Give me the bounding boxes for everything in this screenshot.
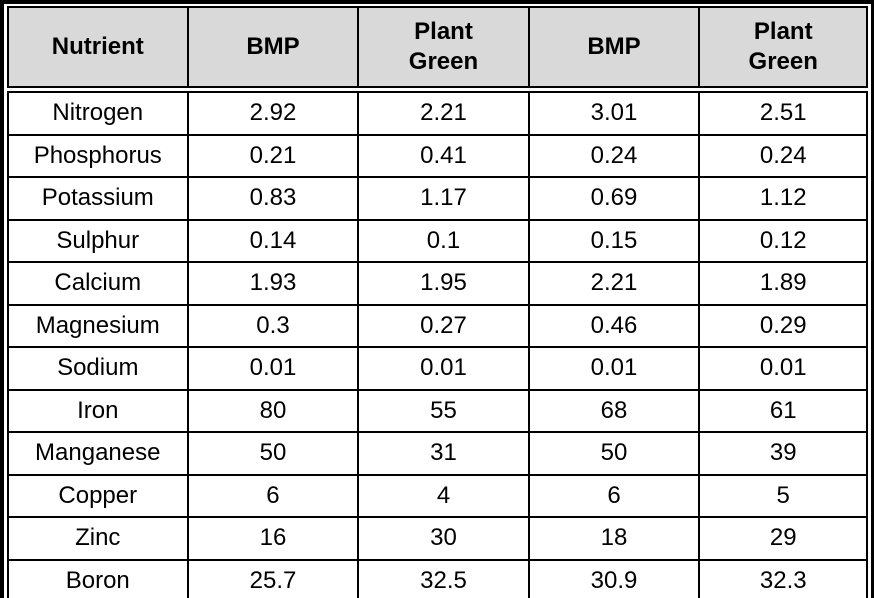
value-cell: 3.01 — [527, 88, 701, 136]
value-cell: 30 — [357, 516, 530, 561]
value-cell: 0.21 — [186, 133, 360, 178]
value-cell: 4 — [357, 473, 530, 518]
nutrient-cell: Nitrogen — [7, 88, 189, 136]
nutrient-cell: Sulphur — [7, 218, 189, 263]
value-cell: 0.01 — [357, 346, 530, 391]
value-cell: 55 — [357, 388, 530, 433]
table-row: Zinc 16 30 18 29 — [7, 516, 868, 561]
table-row: Potassium 0.83 1.17 0.69 1.12 — [7, 176, 868, 221]
value-cell: 0.14 — [186, 218, 360, 263]
nutrient-cell: Iron — [7, 388, 189, 433]
value-cell: 31 — [357, 431, 530, 476]
value-cell: 18 — [527, 516, 701, 561]
value-cell: 32.3 — [698, 558, 868, 598]
value-cell: 0.24 — [698, 133, 868, 178]
value-cell: 0.01 — [186, 346, 360, 391]
value-cell: 32.5 — [357, 558, 530, 598]
nutrient-cell: Magnesium — [7, 303, 189, 348]
value-cell: 16 — [186, 516, 360, 561]
table-row: Manganese 50 31 50 39 — [7, 431, 868, 476]
value-cell: 0.29 — [698, 303, 868, 348]
nutrient-cell: Sodium — [7, 346, 189, 391]
table-row: Magnesium 0.3 0.27 0.46 0.29 — [7, 303, 868, 348]
table-row: Copper 6 4 6 5 — [7, 473, 868, 518]
table-row: Sulphur 0.14 0.1 0.15 0.12 — [7, 218, 868, 263]
value-cell: 1.95 — [357, 261, 530, 306]
col-header-nutrient: Nutrient — [7, 6, 189, 93]
nutrient-cell: Potassium — [7, 176, 189, 221]
value-cell: 2.92 — [186, 88, 360, 136]
value-cell: 1.93 — [186, 261, 360, 306]
nutrient-data-table: Nutrient BMP Plant Green BMP Plant Green… — [7, 6, 868, 598]
header-row: Nutrient BMP Plant Green BMP Plant Green — [7, 6, 868, 93]
value-cell: 68 — [527, 388, 701, 433]
value-cell: 0.12 — [698, 218, 868, 263]
value-cell: 29 — [698, 516, 868, 561]
nutrient-cell: Copper — [7, 473, 189, 518]
table-row: Iron 80 55 68 61 — [7, 388, 868, 433]
value-cell: 0.69 — [527, 176, 701, 221]
value-cell: 80 — [186, 388, 360, 433]
nutrient-cell: Phosphorus — [7, 133, 189, 178]
table-row: Sodium 0.01 0.01 0.01 0.01 — [7, 346, 868, 391]
value-cell: 6 — [527, 473, 701, 518]
value-cell: 25.7 — [186, 558, 360, 598]
value-cell: 1.17 — [357, 176, 530, 221]
table-row: Nitrogen 2.92 2.21 3.01 2.51 — [7, 88, 868, 136]
value-cell: 0.01 — [527, 346, 701, 391]
value-cell: 0.46 — [527, 303, 701, 348]
value-cell: 5 — [698, 473, 868, 518]
value-cell: 0.41 — [357, 133, 530, 178]
value-cell: 2.21 — [527, 261, 701, 306]
value-cell: 50 — [186, 431, 360, 476]
col-header-plant-green-2: Plant Green — [698, 6, 868, 93]
value-cell: 39 — [698, 431, 868, 476]
nutrient-cell: Calcium — [7, 261, 189, 306]
value-cell: 61 — [698, 388, 868, 433]
col-header-bmp-1: BMP — [186, 6, 360, 93]
value-cell: 2.51 — [698, 88, 868, 136]
value-cell: 6 — [186, 473, 360, 518]
value-cell: 0.24 — [527, 133, 701, 178]
table-row: Phosphorus 0.21 0.41 0.24 0.24 — [7, 133, 868, 178]
value-cell: 50 — [527, 431, 701, 476]
value-cell: 0.1 — [357, 218, 530, 263]
value-cell: 1.89 — [698, 261, 868, 306]
value-cell: 0.27 — [357, 303, 530, 348]
value-cell: 30.9 — [527, 558, 701, 598]
col-header-plant-green-1: Plant Green — [357, 6, 530, 93]
col-header-bmp-2: BMP — [527, 6, 701, 93]
nutrient-cell: Manganese — [7, 431, 189, 476]
table-row: Boron 25.7 32.5 30.9 32.3 — [7, 558, 868, 598]
nutrient-cell: Zinc — [7, 516, 189, 561]
table-row: Calcium 1.93 1.95 2.21 1.89 — [7, 261, 868, 306]
value-cell: 0.3 — [186, 303, 360, 348]
value-cell: 0.83 — [186, 176, 360, 221]
table-body: Nitrogen 2.92 2.21 3.01 2.51 Phosphorus 0.21 0.… — [7, 88, 868, 598]
value-cell: 1.12 — [698, 176, 868, 221]
value-cell: 0.15 — [527, 218, 701, 263]
value-cell: 0.01 — [698, 346, 868, 391]
value-cell: 2.21 — [357, 88, 530, 136]
nutrient-cell: Boron — [7, 558, 189, 598]
